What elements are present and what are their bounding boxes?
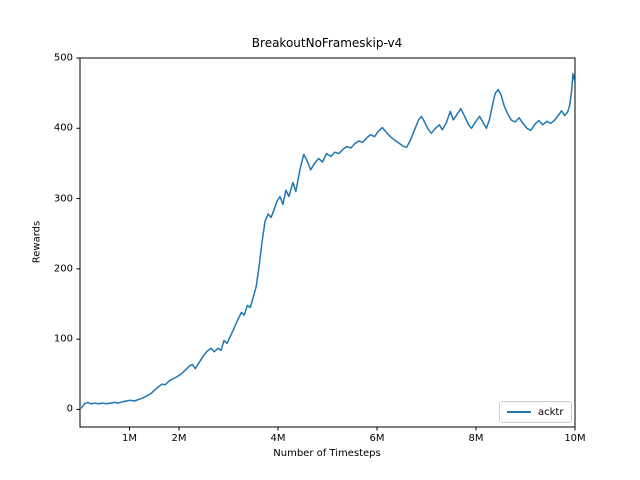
x-axis-label: Number of Timesteps (273, 448, 381, 459)
x-tick-label: 6M (369, 433, 385, 444)
reward-curve-line (80, 72, 576, 409)
y-tick-label: 100 (53, 333, 73, 345)
legend-entry-label: acktr (538, 406, 564, 418)
y-tick-label: 300 (53, 193, 73, 205)
y-tick-label: 0 (66, 403, 73, 415)
x-tick-label: 1M (122, 433, 137, 444)
x-tick-label: 8M (468, 433, 484, 444)
y-tick-label: 400 (53, 122, 73, 134)
legend: acktr (499, 401, 572, 423)
x-tick-label: 10M (564, 433, 586, 444)
axes-frame (79, 57, 576, 428)
x-tick-label: 2M (171, 433, 187, 444)
x-tick-label: 4M (270, 433, 286, 444)
y-tick-label: 200 (53, 263, 73, 275)
tick-marks (76, 57, 576, 431)
legend-line-swatch (507, 411, 531, 413)
y-axis-label: Rewards (31, 220, 43, 264)
y-tick-label: 500 (53, 52, 73, 64)
chart-title: BreakoutNoFrameskip-v4 (251, 36, 403, 50)
